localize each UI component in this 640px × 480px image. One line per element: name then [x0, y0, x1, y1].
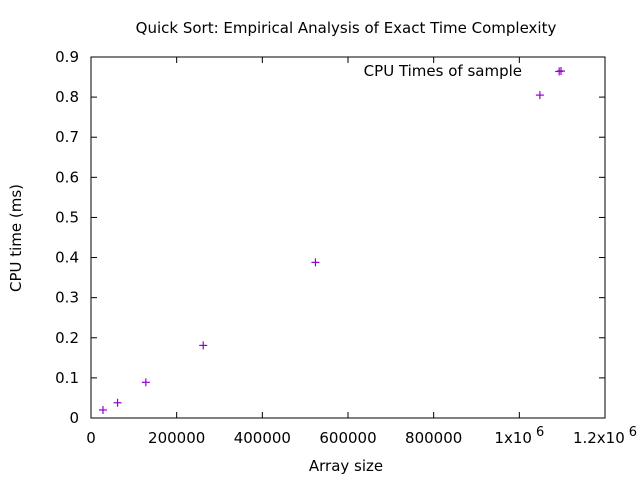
y-axis-label: CPU time (ms) [7, 184, 25, 292]
x-tick-label-base: 200000 [148, 429, 205, 447]
axes: 0 0.1 0.2 0.3 0.4 0.5 0.6 0.7 0.8 0.9 0 200000 40000… [55, 48, 637, 447]
x-tick-label: 400000 [234, 429, 291, 447]
x-axis-label: Array size [309, 457, 383, 475]
x-tick-label: 200000 [148, 429, 205, 447]
y-tick-label: 0 [69, 409, 79, 427]
legend-label: CPU Times of sample [364, 62, 522, 80]
y-tick-label: 0.6 [55, 168, 79, 186]
plot-frame [90, 56, 606, 419]
x-tick-label: 800000 [405, 429, 462, 447]
y-tick-label: 0.9 [55, 48, 79, 66]
x-tick-label-base: 1.2x10 [573, 429, 625, 447]
x-tick-label-base: 800000 [405, 429, 462, 447]
data-point [199, 341, 208, 350]
data-point [535, 91, 544, 100]
x-tick-label: 600000 [319, 429, 376, 447]
data-points [98, 67, 564, 414]
y-tick-label: 0.7 [55, 128, 79, 146]
legend: CPU Times of sample [364, 62, 565, 80]
data-point [98, 405, 107, 414]
y-tick-label: 0.2 [55, 329, 79, 347]
y-tick-label: 0.8 [55, 88, 79, 106]
data-point [141, 378, 150, 387]
y-tick-label: 0.4 [55, 249, 79, 267]
legend-marker-plus [557, 67, 565, 75]
y-tick-label: 0.5 [55, 208, 79, 226]
x-tick-label: 1x10 6 [494, 425, 544, 447]
x-tick-label-base: 0 [86, 429, 96, 447]
y-tick-label: 0.1 [55, 369, 79, 387]
data-point [113, 398, 122, 407]
y-tick-label: 0.3 [55, 289, 79, 307]
legend-marker [557, 67, 565, 75]
chart-title: Quick Sort: Empirical Analysis of Exact … [136, 19, 557, 37]
x-tick-label-base: 1x10 [494, 429, 532, 447]
data-point [311, 258, 320, 267]
x-tick-label: 1.2x10 6 [573, 425, 637, 447]
x-tick-label-exponent: 6 [536, 425, 544, 440]
x-tick-label-exponent: 6 [629, 425, 637, 440]
x-tick-label-base: 400000 [234, 429, 291, 447]
x-tick-label-base: 600000 [319, 429, 376, 447]
x-tick-label: 0 [86, 429, 96, 447]
